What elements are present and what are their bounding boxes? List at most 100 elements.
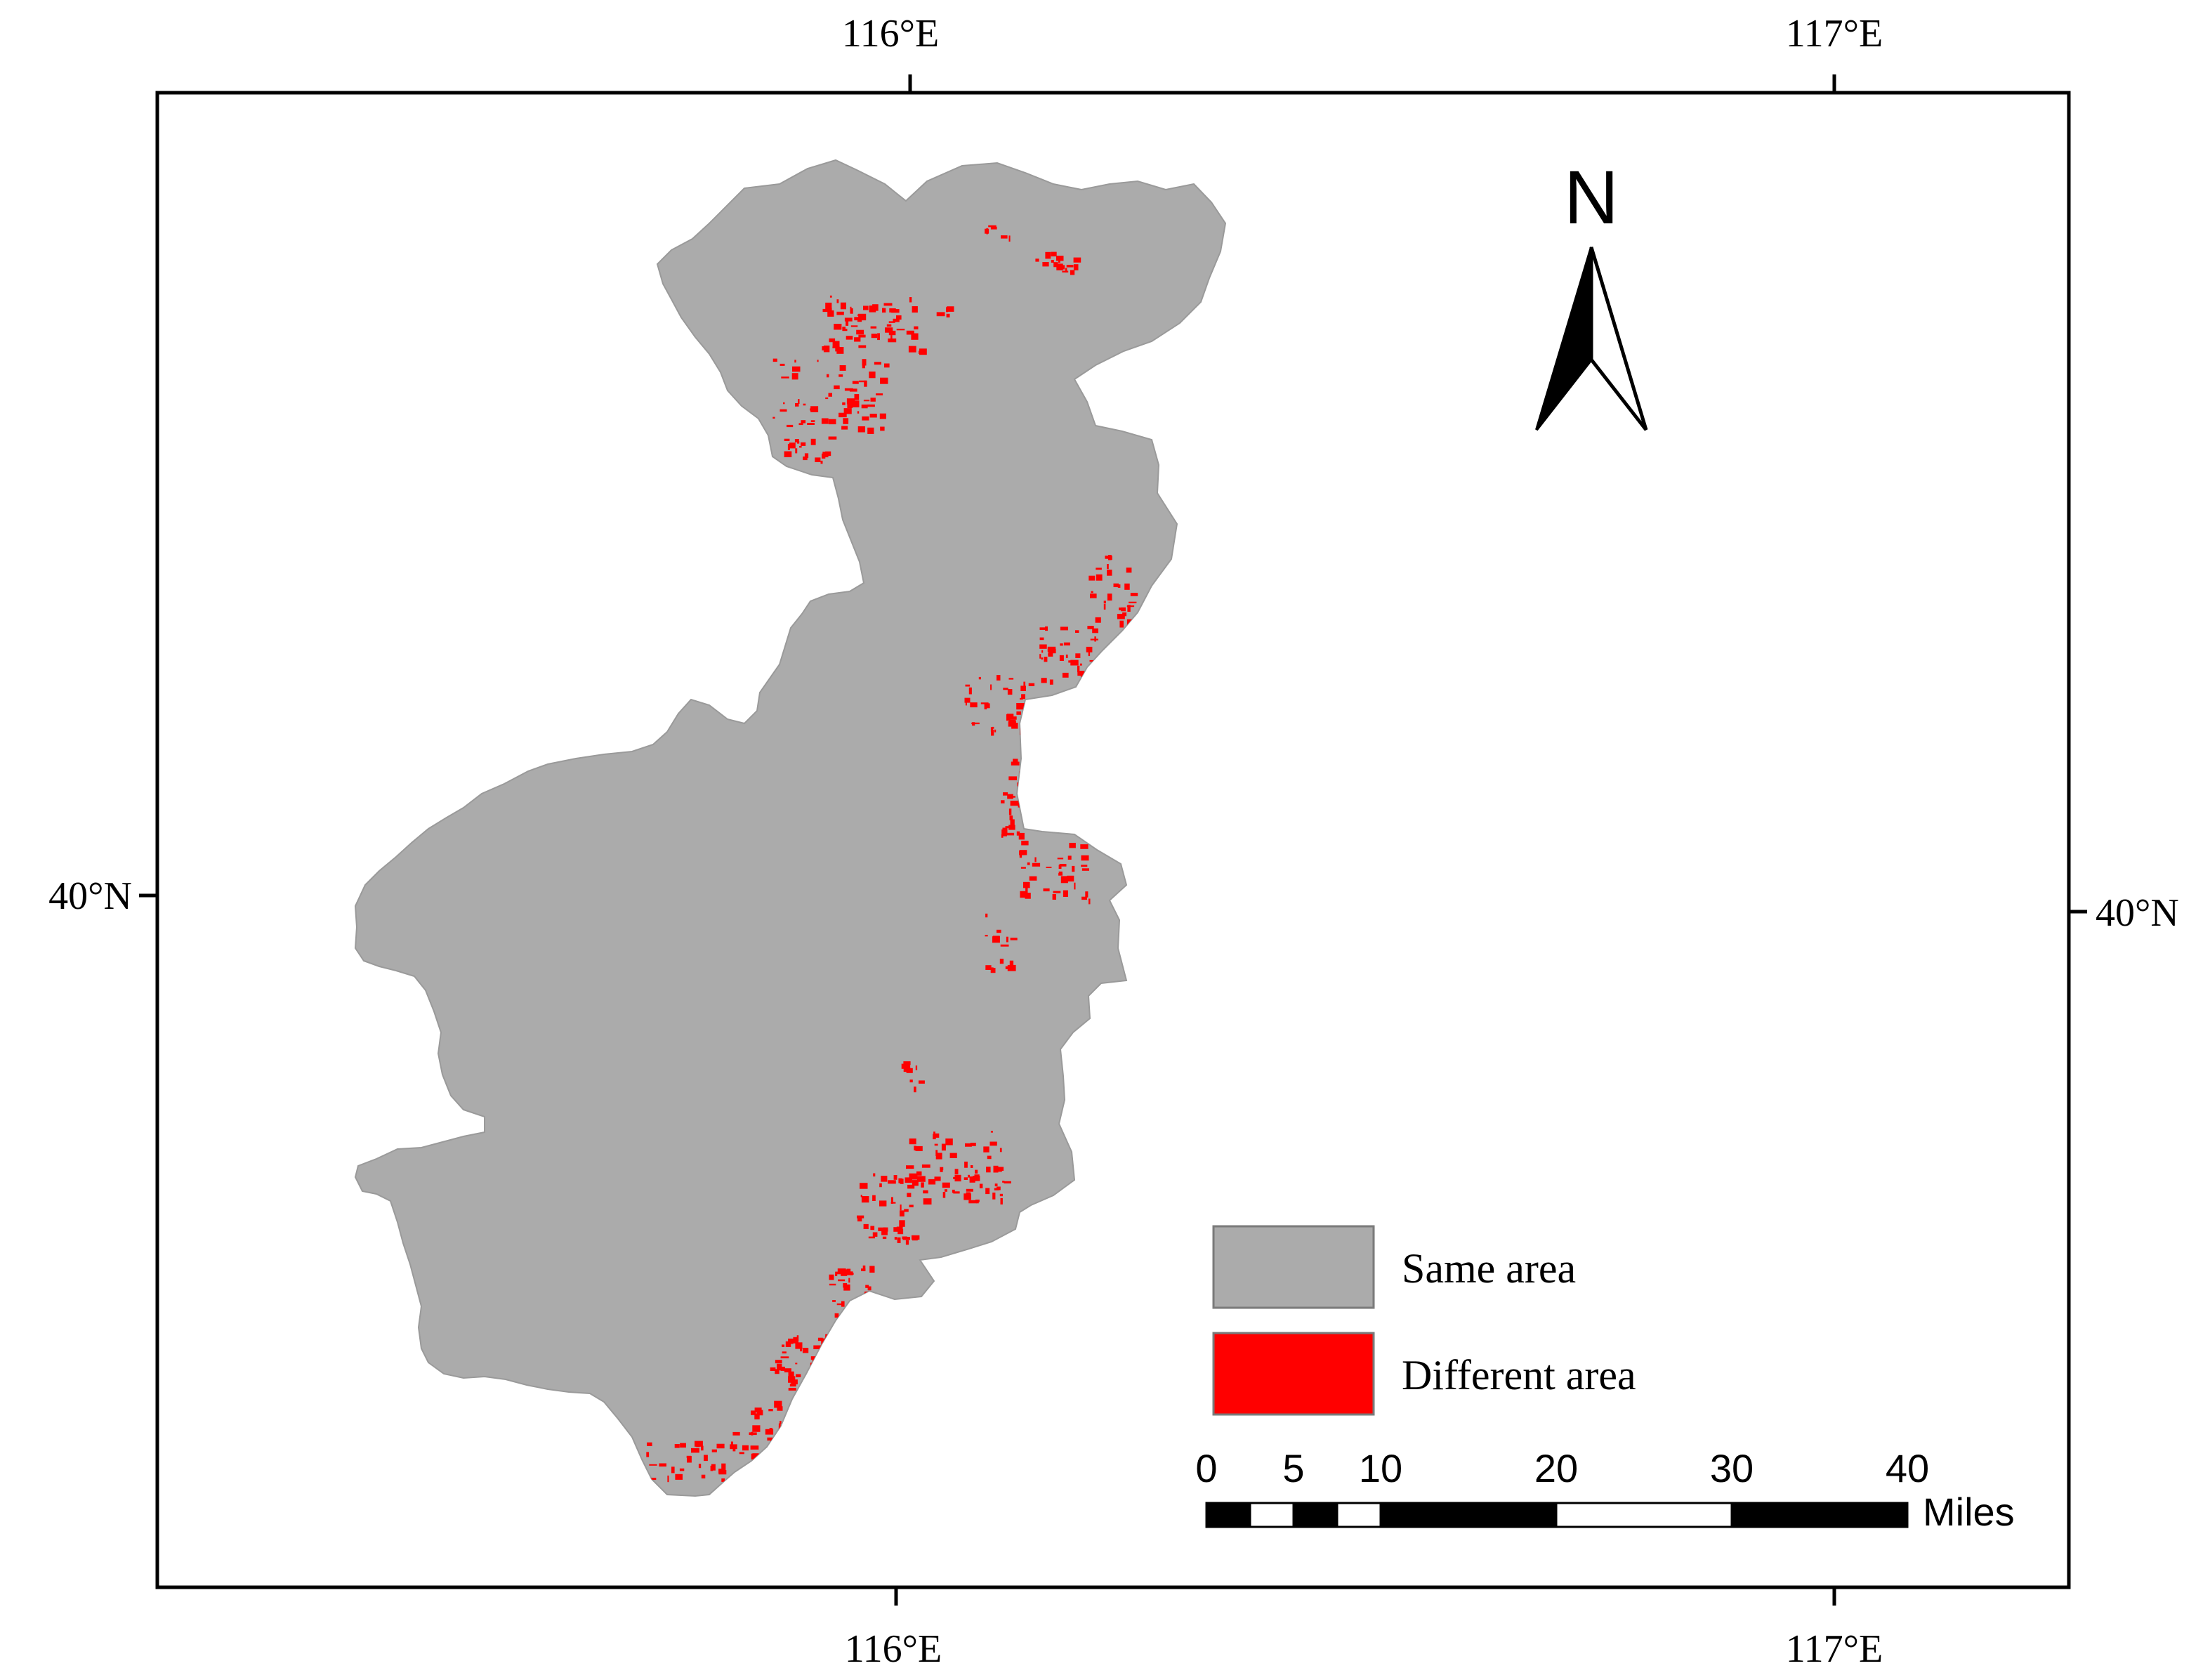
different-area-patch <box>1009 815 1013 820</box>
different-area-patch <box>843 418 849 424</box>
different-area-patch <box>836 1303 842 1306</box>
different-area-patch <box>803 457 808 461</box>
different-area-patch <box>784 438 790 441</box>
different-area-patch <box>1019 850 1025 855</box>
different-area-patch <box>768 1409 773 1412</box>
different-area-patch <box>890 335 893 341</box>
different-area-patch <box>1011 723 1018 729</box>
different-area-patch <box>900 1179 904 1184</box>
different-area-patch <box>804 453 809 459</box>
different-area-patch <box>869 414 877 418</box>
different-area-patch <box>890 1202 896 1204</box>
different-area-patch <box>964 697 971 703</box>
different-area-patch <box>846 336 853 340</box>
different-area-patch <box>884 363 890 368</box>
different-area-patch <box>909 1079 913 1083</box>
different-area-patch <box>1090 638 1098 641</box>
different-area-patch <box>985 913 988 918</box>
different-area-patch <box>893 1227 900 1232</box>
different-area-patch <box>1053 891 1061 893</box>
different-area-patch <box>989 1141 997 1146</box>
different-area-patch <box>775 1402 780 1405</box>
different-area-patch <box>1063 890 1068 897</box>
scale-tick-label-0: 0 <box>1195 1446 1217 1490</box>
different-area-patch <box>832 341 840 348</box>
different-area-patch <box>978 676 981 680</box>
different-area-patch <box>934 1143 938 1146</box>
different-area-patch <box>810 438 816 445</box>
different-area-patch <box>1023 681 1026 687</box>
different-area-patch <box>752 1453 759 1459</box>
different-area-patch <box>870 1226 875 1231</box>
different-area-patch <box>899 1220 905 1227</box>
different-area-patch <box>1056 256 1064 261</box>
different-area-patch <box>1011 761 1020 766</box>
different-area-patch <box>823 346 830 353</box>
different-area-patch <box>852 381 859 384</box>
different-area-patch <box>843 1283 848 1288</box>
different-area-patch <box>838 412 847 418</box>
different-area-patch <box>1021 841 1029 846</box>
different-area-patch <box>671 1466 675 1474</box>
different-area-patch <box>810 408 817 411</box>
different-area-patch <box>835 1273 838 1276</box>
different-area-patch <box>888 321 895 323</box>
different-area-patch <box>897 1229 904 1235</box>
different-area-patch <box>949 1153 957 1158</box>
different-area-patch <box>871 334 877 339</box>
different-area-patch <box>730 1444 737 1450</box>
different-area-patch <box>813 1345 822 1349</box>
different-area-patch <box>1035 258 1039 262</box>
different-area-patch <box>1027 862 1030 865</box>
different-area-patch <box>1080 844 1088 849</box>
different-area-patch <box>795 403 799 407</box>
different-area-patch <box>789 1384 796 1387</box>
different-area-patch <box>1021 694 1025 700</box>
different-area-patch <box>885 327 893 333</box>
different-area-patch <box>742 1445 749 1451</box>
different-area-patch <box>788 1371 794 1377</box>
different-area-patch <box>1124 583 1130 590</box>
different-area-patch <box>992 936 1000 943</box>
different-area-patch <box>827 310 834 317</box>
different-area-patch <box>942 1182 950 1188</box>
different-area-patch <box>1088 575 1096 581</box>
different-area-patch <box>1070 659 1079 666</box>
different-area-patch <box>1003 792 1008 796</box>
different-area-patch <box>879 1183 882 1188</box>
different-area-patch <box>1105 556 1110 559</box>
different-area-patch <box>659 1463 666 1467</box>
different-area-patch <box>988 225 997 228</box>
graticule-label-right-40n: 40°N <box>2096 891 2179 935</box>
different-area-patch <box>827 374 829 378</box>
different-area-patch <box>1011 776 1016 780</box>
different-area-patch <box>721 1478 725 1482</box>
different-area-patch <box>1051 260 1054 263</box>
different-area-patch <box>1020 697 1023 700</box>
different-area-patch <box>968 1200 977 1204</box>
north-arrow-light-half <box>1589 247 1648 431</box>
different-area-patch <box>862 359 867 366</box>
different-area-patch <box>905 1240 909 1245</box>
different-area-patch <box>1049 679 1053 685</box>
different-area-patch <box>860 1183 868 1189</box>
different-area-patch <box>1008 808 1012 815</box>
different-area-patch <box>906 1165 914 1169</box>
different-area-patch <box>869 306 876 313</box>
different-area-patch <box>902 1236 907 1240</box>
different-area-patch <box>863 400 870 402</box>
different-area-patch <box>1010 801 1019 806</box>
different-area-patch <box>795 448 798 454</box>
different-area-patch <box>782 1344 785 1347</box>
different-area-patch <box>783 402 785 405</box>
different-area-patch <box>911 333 919 340</box>
different-area-patch <box>846 320 849 326</box>
different-area-patch <box>788 1388 796 1391</box>
scale-unit-label: Miles <box>1923 1490 2015 1534</box>
different-area-patch <box>810 1356 818 1360</box>
different-area-patch <box>999 1148 1002 1153</box>
different-area-patch <box>879 413 886 419</box>
different-area-patch <box>796 1335 799 1341</box>
different-area-patch <box>997 1167 1004 1171</box>
